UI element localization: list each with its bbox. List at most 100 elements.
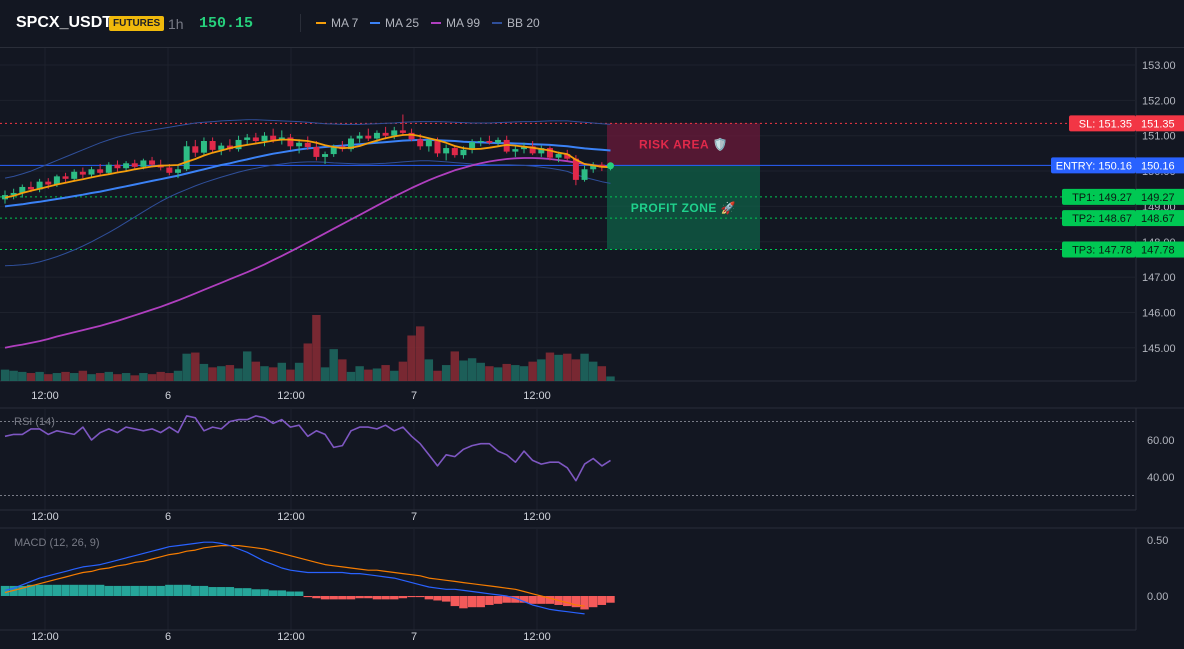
candle-body bbox=[443, 148, 450, 154]
volume-bar bbox=[424, 359, 434, 381]
volume-bar bbox=[225, 365, 235, 381]
bb-upper-line bbox=[4, 119, 611, 179]
macd-histogram-bar bbox=[251, 589, 261, 596]
macd-histogram-bar bbox=[493, 596, 503, 604]
volume-bar bbox=[441, 365, 451, 381]
macd-histogram-bar bbox=[44, 584, 53, 596]
candle-body bbox=[296, 142, 303, 147]
risk-area-zone bbox=[607, 123, 760, 166]
volume-bar bbox=[104, 371, 113, 381]
candle-body bbox=[244, 137, 251, 140]
candle-body bbox=[546, 148, 553, 158]
candle-body bbox=[529, 146, 536, 154]
macd-histogram-bar bbox=[485, 596, 494, 605]
volume-bar bbox=[303, 343, 312, 381]
candle-body bbox=[149, 160, 156, 165]
macd-histogram-bar bbox=[580, 596, 589, 610]
volume-bar bbox=[485, 366, 494, 381]
volume-bar bbox=[70, 373, 79, 381]
candle-body bbox=[252, 137, 259, 142]
volume-bar bbox=[121, 373, 131, 381]
volume-bar bbox=[147, 374, 157, 381]
legend-ma99[interactable]: MA 99 bbox=[431, 16, 480, 30]
macd-histogram-bar bbox=[606, 596, 615, 603]
macd-histogram-bar bbox=[597, 596, 607, 605]
macd-histogram-bar bbox=[139, 585, 148, 596]
macd-histogram-bar bbox=[95, 584, 105, 596]
macd-histogram-bar bbox=[571, 596, 581, 608]
timeframe-label[interactable]: 1h bbox=[168, 16, 184, 32]
candle-body bbox=[45, 181, 52, 185]
candle-body bbox=[175, 169, 181, 173]
candle-body bbox=[287, 137, 294, 147]
macd-histogram-bar bbox=[537, 596, 546, 604]
candle-body bbox=[235, 139, 242, 150]
volume-bar bbox=[372, 368, 382, 381]
volume-bar bbox=[44, 374, 53, 381]
volume-bar bbox=[433, 370, 442, 381]
volume-bar bbox=[312, 315, 321, 381]
candle-body bbox=[486, 141, 493, 143]
volume-bar bbox=[381, 365, 390, 381]
volume-bar bbox=[286, 369, 295, 381]
entry-tag-label: ENTRY: 150.16 bbox=[1056, 160, 1132, 172]
macd-histogram-bar bbox=[268, 590, 278, 596]
macd-histogram-bar bbox=[173, 584, 183, 596]
volume-bar bbox=[519, 366, 529, 381]
legend-ma25[interactable]: MA 25 bbox=[370, 16, 419, 30]
sl-tag-label: SL: 151.35 bbox=[1079, 118, 1132, 130]
volume-bar bbox=[329, 349, 338, 381]
price-tick-label: 152.00 bbox=[1142, 95, 1176, 107]
candle-body bbox=[36, 181, 43, 190]
macd-histogram-bar bbox=[121, 585, 131, 596]
sl-axis-value: 151.35 bbox=[1141, 118, 1175, 130]
tp2-axis-value: 148.67 bbox=[1141, 213, 1175, 225]
volume-bar bbox=[580, 353, 589, 381]
macd-tick-label: 0.00 bbox=[1147, 591, 1168, 603]
macd-histogram-bar bbox=[156, 585, 165, 596]
candle-body bbox=[10, 192, 17, 196]
volume-bar bbox=[563, 353, 572, 381]
candle-body bbox=[373, 132, 380, 139]
volume-bar bbox=[260, 366, 269, 381]
chart-header: SPCX_USDT FUTURES 1h 150.15 MA 7 MA 25 M… bbox=[0, 0, 1184, 48]
legend-ma7[interactable]: MA 7 bbox=[316, 16, 358, 30]
volume-bar bbox=[113, 374, 122, 381]
candle-body bbox=[192, 146, 199, 153]
volume-bar bbox=[502, 363, 511, 381]
candle-body bbox=[209, 141, 216, 150]
rsi-pane-time-label: 12:00 bbox=[523, 511, 551, 523]
legend-bb20[interactable]: BB 20 bbox=[492, 16, 540, 30]
macd-histogram-bar bbox=[234, 588, 243, 596]
symbol-name[interactable]: SPCX_USDT bbox=[16, 14, 113, 31]
macd-histogram-bar bbox=[390, 596, 399, 600]
legend-bb20-swatch bbox=[492, 21, 502, 24]
candle-body bbox=[330, 146, 337, 155]
volume-bar bbox=[597, 366, 607, 381]
candle-body bbox=[555, 154, 562, 158]
futures-badge: FUTURES bbox=[109, 16, 165, 31]
volume-bar bbox=[398, 361, 408, 381]
macd-histogram-bar bbox=[303, 596, 312, 598]
volume-bar bbox=[606, 376, 615, 381]
tp1-tag-label: TP1: 149.27 bbox=[1072, 192, 1132, 204]
tp3-axis-value: 147.78 bbox=[1141, 245, 1175, 257]
macd-histogram-bar bbox=[87, 584, 96, 596]
macd-histogram-bar bbox=[563, 596, 572, 607]
macd-histogram-bar bbox=[182, 584, 191, 596]
volume-bar bbox=[589, 361, 598, 381]
macd-histogram-bar bbox=[286, 591, 295, 596]
last-price: 150.15 bbox=[199, 15, 254, 32]
candle-body bbox=[564, 154, 571, 159]
macd-histogram-bar bbox=[113, 585, 122, 596]
macd-histogram-bar bbox=[52, 584, 62, 596]
macd-tick-label: 0.50 bbox=[1147, 535, 1168, 547]
price-tick-label: 145.00 bbox=[1142, 343, 1176, 355]
candle-body bbox=[304, 142, 311, 148]
volume-bar bbox=[26, 373, 36, 381]
macd-pane-time-label: 12:00 bbox=[523, 631, 551, 643]
volume-bar bbox=[355, 366, 364, 381]
macd-histogram-bar bbox=[511, 596, 520, 603]
macd-histogram-bar bbox=[338, 596, 347, 600]
